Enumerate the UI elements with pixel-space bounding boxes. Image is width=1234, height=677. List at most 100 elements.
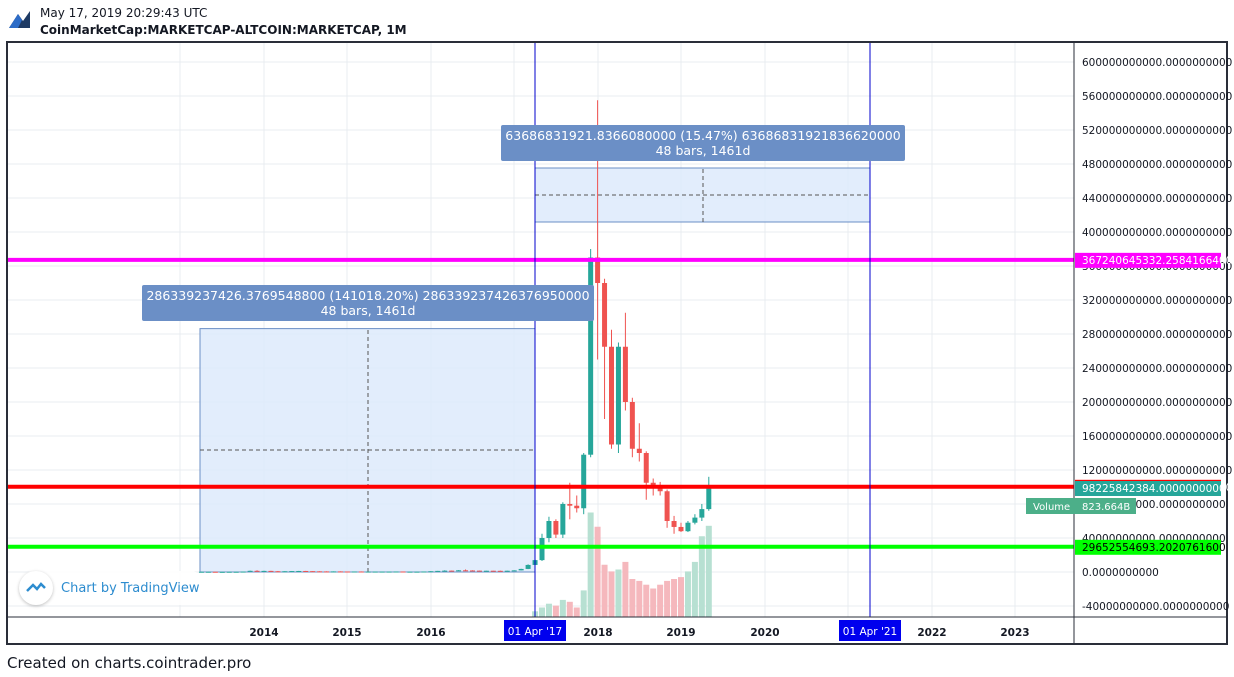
candle <box>268 570 274 572</box>
volume-bar <box>629 579 636 617</box>
candle-body <box>226 571 232 573</box>
volume-bar <box>573 607 580 617</box>
candle <box>435 570 441 572</box>
time-tick-label: 2018 <box>583 627 612 639</box>
time-tick-label: 2022 <box>917 627 946 639</box>
candle <box>664 489 670 528</box>
range-label-1-text: 286339237426.3769548800 (141018.20%) 286… <box>146 288 589 303</box>
candle-body <box>595 257 601 283</box>
candle <box>414 571 420 573</box>
range-label-2-subtext: 48 bars, 1461d <box>656 143 751 158</box>
candle <box>386 571 392 573</box>
candle-body <box>324 571 330 573</box>
candle-body <box>664 491 670 521</box>
candle-body <box>463 570 469 572</box>
candle <box>261 570 267 572</box>
candle-body <box>525 564 531 569</box>
candle-body <box>546 521 552 538</box>
candle <box>400 571 406 573</box>
range-label-2-bg <box>501 125 905 161</box>
candle <box>282 571 288 573</box>
time-tick-label: 2019 <box>666 627 695 639</box>
candle <box>421 571 427 573</box>
candle <box>643 451 649 500</box>
candle <box>567 482 573 520</box>
candle <box>622 312 628 411</box>
range-labels: 286339237426.3769548800 (141018.20%) 286… <box>142 125 905 321</box>
volume-bar <box>684 571 691 617</box>
price-tick-label: -40000000000.0000000000 <box>1082 601 1229 613</box>
candle <box>609 329 614 449</box>
price-tick-label: 240000000000.0000000000 <box>1082 363 1232 375</box>
candle-body <box>553 521 559 535</box>
time-tick-highlight-bg <box>839 620 901 641</box>
candle-body <box>699 509 705 518</box>
range-label-2-text: 63686831921.8366080000 (15.47%) 63686831… <box>505 128 900 143</box>
price-axis: 600000000000.0000000000 560000000000.0000… <box>1026 43 1232 645</box>
chart-frame <box>6 41 1228 645</box>
price-tick-label: 400000000000.0000000000 <box>1082 227 1232 239</box>
candle-body <box>337 571 343 573</box>
candle-body <box>303 570 309 572</box>
volume-bar <box>671 579 678 617</box>
candle <box>602 278 608 419</box>
candle-body <box>198 571 204 573</box>
volume-value-bg <box>1076 498 1136 514</box>
candle <box>233 571 239 573</box>
candle-body <box>261 570 267 572</box>
candle <box>504 570 510 572</box>
candle-body <box>692 517 698 523</box>
candle-body <box>351 571 357 573</box>
symbol-title: CoinMarketCap:MARKETCAP-ALTCOIN:MARKETCA… <box>40 23 407 37</box>
price-tick-label: 440000000000.0000000000 <box>1082 193 1232 205</box>
volume-bar <box>643 584 650 617</box>
candle <box>678 522 684 533</box>
volume-bar <box>580 590 587 617</box>
candle-body <box>442 570 448 572</box>
candle <box>324 571 330 573</box>
candle-body <box>567 504 573 506</box>
footer-credit: Created on charts.cointrader.pro <box>7 654 252 672</box>
price-tick-label: 0.0000000000 <box>1082 567 1159 579</box>
candle-body <box>539 538 545 561</box>
volume-bar <box>608 571 615 617</box>
candle-body <box>490 570 496 572</box>
candle-body <box>275 571 281 573</box>
candle <box>699 504 705 521</box>
candle-body <box>602 283 608 347</box>
volume-bar <box>698 536 705 617</box>
candle <box>226 571 232 573</box>
candle-body <box>511 570 517 572</box>
price-tick-label: 280000000000.0000000000 <box>1082 329 1232 341</box>
candle-body <box>476 570 482 572</box>
time-axis: 2014 2015 2016 01 Apr '17 2018 2019 2020 01 Apr… <box>8 616 1226 641</box>
candle <box>671 515 677 534</box>
candle-body <box>678 526 684 532</box>
candle <box>317 571 323 573</box>
candle <box>254 570 260 572</box>
candle-body <box>643 453 649 483</box>
candle-body <box>240 571 246 573</box>
candle-body <box>497 570 503 572</box>
candle-body <box>317 571 323 573</box>
candle <box>365 571 371 573</box>
volume-bar <box>650 588 657 617</box>
tradingview-watermark[interactable]: Chart by TradingView <box>17 571 208 605</box>
candle <box>428 571 434 573</box>
candle <box>553 519 559 538</box>
candle <box>310 571 316 573</box>
candle <box>497 570 503 572</box>
candle <box>351 571 357 573</box>
candle <box>449 570 455 572</box>
price-tick-label: 600000000000.0000000000 <box>1082 57 1232 69</box>
candle-body <box>331 571 336 573</box>
candle <box>344 571 350 573</box>
volume-bar <box>678 577 684 617</box>
volume-bar <box>664 580 671 617</box>
candle <box>240 571 246 573</box>
candle-body <box>393 571 399 573</box>
price-tick-label: 320000000000.0000000000 <box>1082 295 1232 307</box>
volume-bar <box>622 561 629 617</box>
candle-body <box>636 448 642 453</box>
